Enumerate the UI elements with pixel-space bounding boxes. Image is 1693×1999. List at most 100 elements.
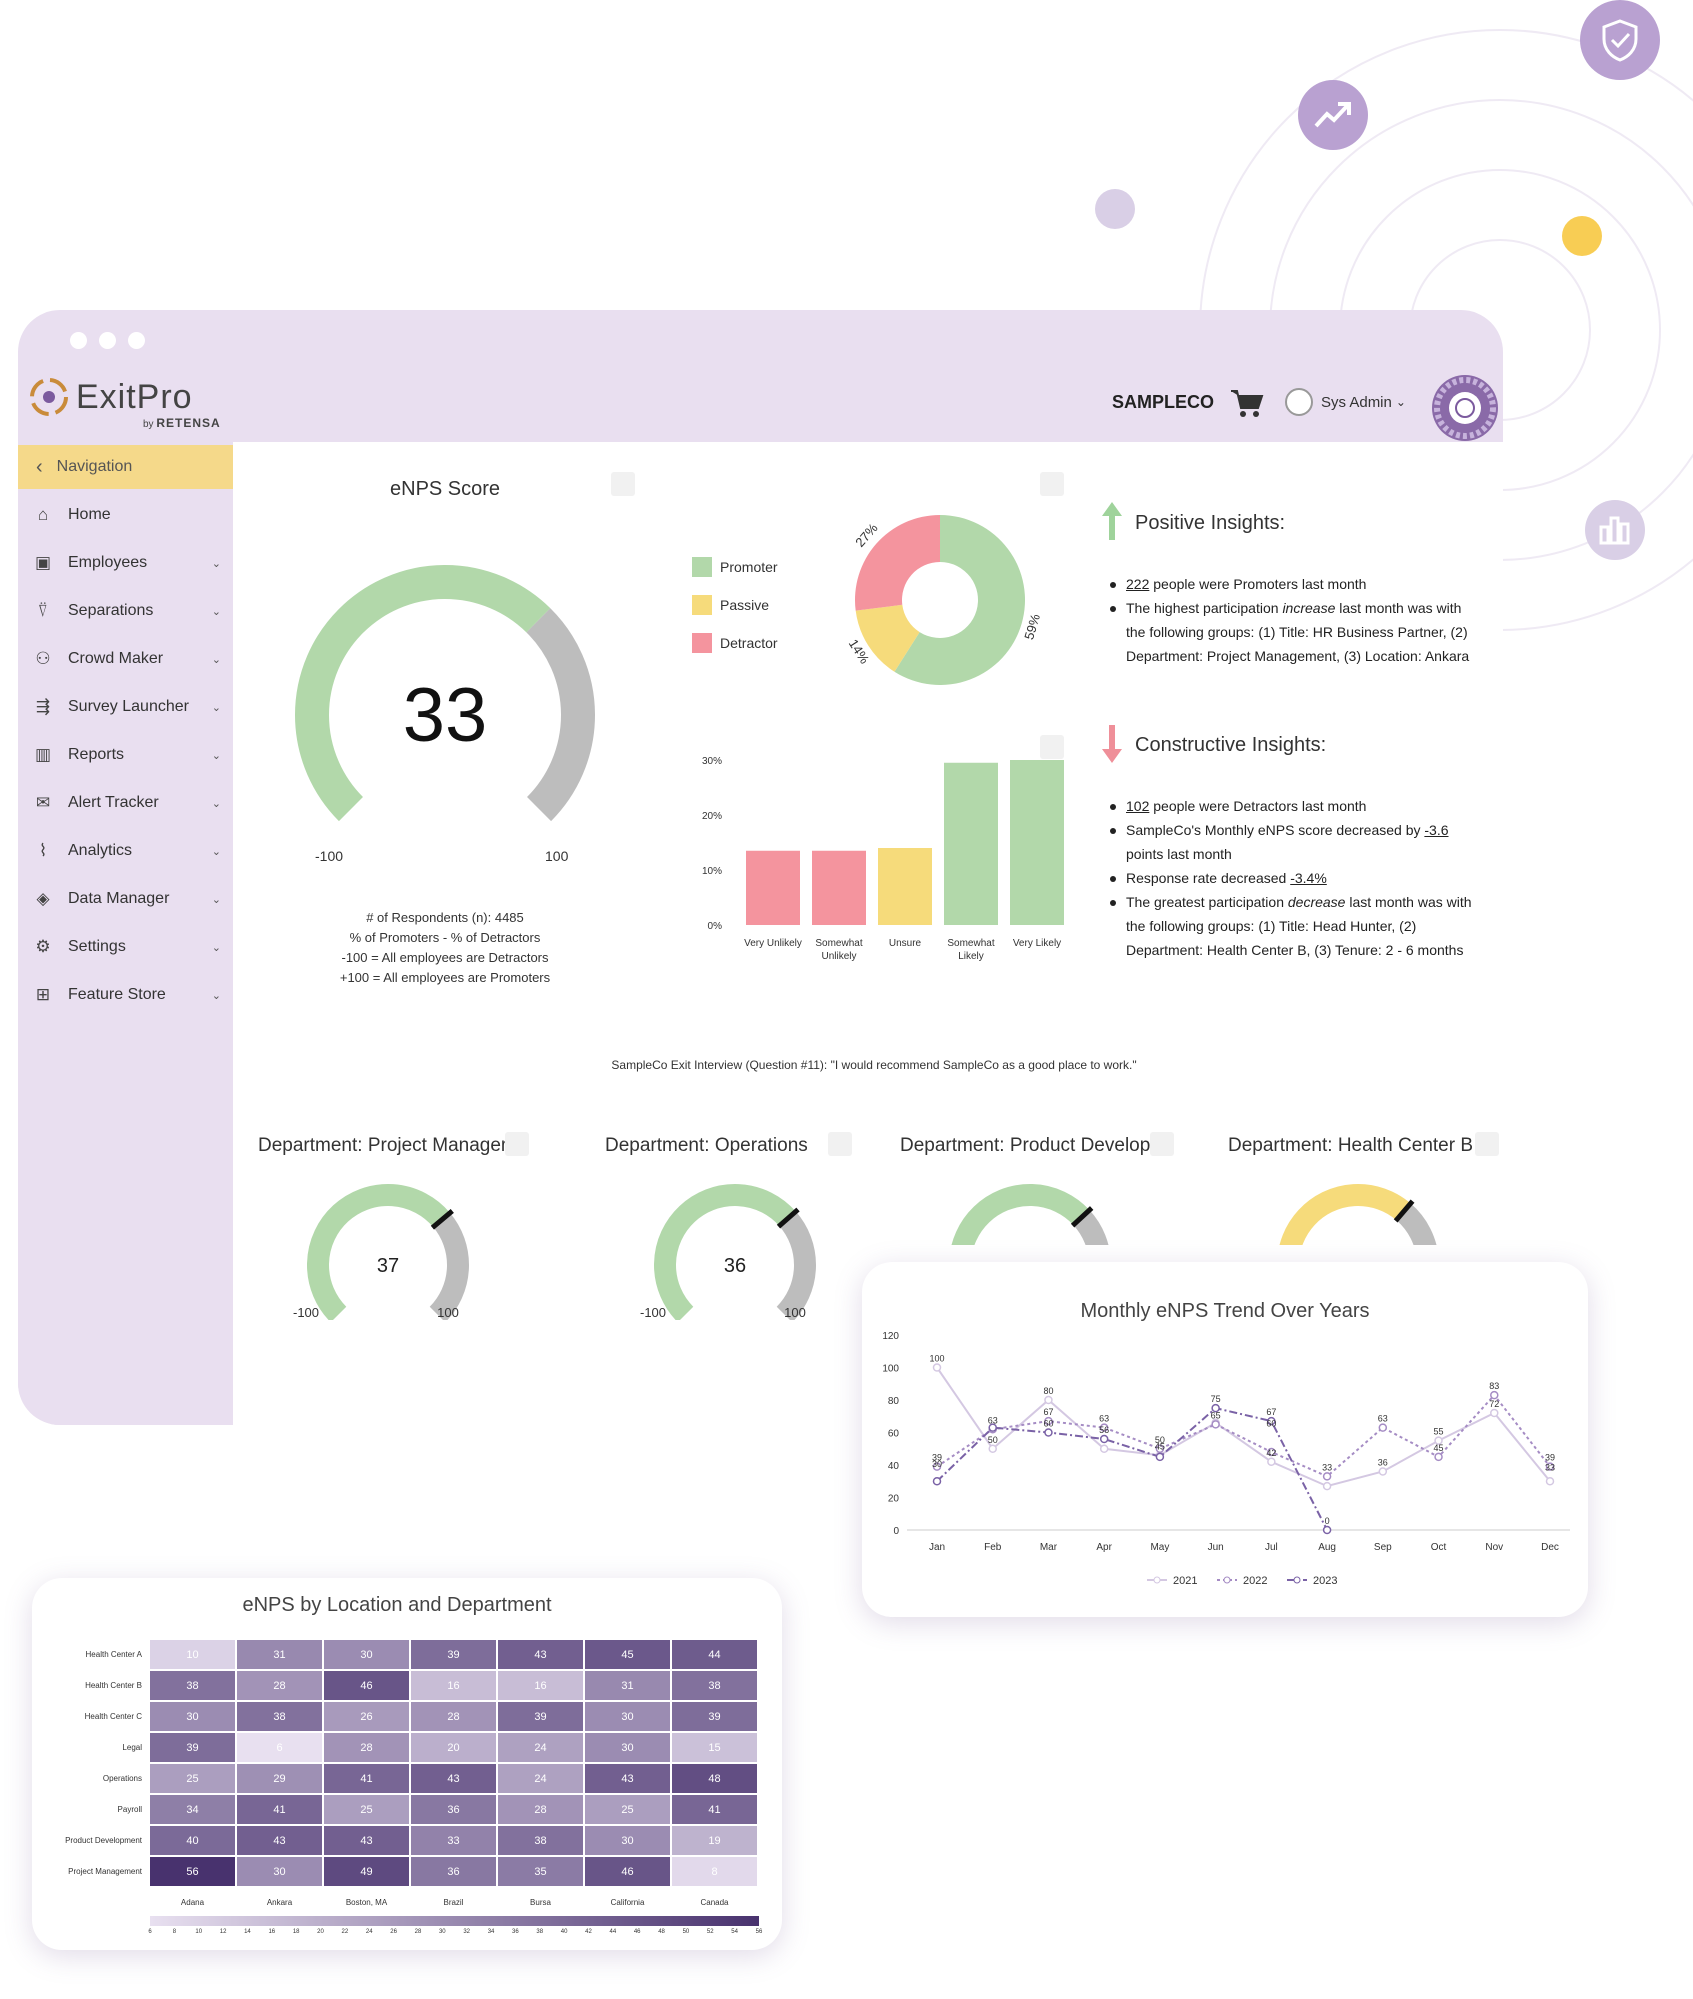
heatmap-cell[interactable]: 30 — [585, 1826, 670, 1855]
sidebar-item-separations[interactable]: ⍢ Separations ⌄ — [18, 588, 233, 634]
bar[interactable] — [812, 850, 866, 925]
heatmap-cell[interactable]: 16 — [498, 1671, 583, 1700]
data-point[interactable] — [1155, 1444, 1165, 1453]
data-point[interactable] — [1490, 1408, 1499, 1418]
bar[interactable] — [746, 850, 800, 925]
more-options-button[interactable] — [611, 472, 635, 496]
data-point[interactable] — [1099, 1434, 1109, 1444]
data-point[interactable] — [1378, 1467, 1388, 1476]
insight-link[interactable]: -3.4% — [1290, 870, 1327, 886]
heatmap-cell[interactable]: 15 — [672, 1733, 757, 1762]
heatmap-cell[interactable]: 41 — [237, 1795, 322, 1824]
heatmap-cell[interactable]: 30 — [150, 1702, 235, 1731]
heatmap-cell[interactable]: 43 — [237, 1826, 322, 1855]
data-point[interactable] — [1322, 1472, 1332, 1481]
donut-slice-detractor[interactable] — [855, 515, 940, 611]
heatmap-cell[interactable]: 43 — [585, 1764, 670, 1793]
sidebar-item-reports[interactable]: ▥ Reports ⌄ — [18, 732, 233, 778]
data-point[interactable] — [1267, 1447, 1276, 1457]
heatmap-cell[interactable]: 36 — [411, 1795, 496, 1824]
heatmap-cell[interactable]: 25 — [150, 1764, 235, 1793]
navigation-toggle[interactable]: ‹ Navigation — [18, 445, 233, 489]
more-options-button[interactable] — [1475, 1132, 1499, 1156]
data-point[interactable] — [1211, 1420, 1220, 1429]
app-logo[interactable]: ExitPro by RETENSA — [28, 376, 220, 430]
heatmap-cell[interactable]: 41 — [324, 1764, 409, 1793]
heatmap-cell[interactable]: 25 — [324, 1795, 409, 1824]
heatmap-cell[interactable]: 35 — [498, 1857, 583, 1886]
heatmap-cell[interactable]: 24 — [498, 1764, 583, 1793]
heatmap-cell[interactable]: 28 — [324, 1733, 409, 1762]
sidebar-item-survey-launcher[interactable]: ⇶ Survey Launcher ⌄ — [18, 684, 233, 730]
bar[interactable] — [944, 762, 998, 925]
data-point[interactable] — [1155, 1452, 1165, 1462]
heatmap-cell[interactable]: 38 — [672, 1671, 757, 1700]
more-options-button[interactable] — [505, 1132, 529, 1156]
heatmap-cell[interactable]: 31 — [585, 1671, 670, 1700]
donut-slice-passive[interactable] — [855, 604, 920, 672]
sidebar-item-crowd-maker[interactable]: ⚇ Crowd Maker ⌄ — [18, 636, 233, 682]
data-point[interactable] — [1267, 1416, 1276, 1426]
heatmap-cell[interactable]: 43 — [324, 1826, 409, 1855]
window-dot[interactable] — [70, 332, 87, 349]
heatmap-cell[interactable]: 33 — [411, 1826, 496, 1855]
heatmap-cell[interactable]: 19 — [672, 1826, 757, 1855]
heatmap-cell[interactable]: 48 — [672, 1764, 757, 1793]
heatmap-cell[interactable]: 10 — [150, 1640, 235, 1669]
data-point[interactable] — [1322, 1525, 1332, 1535]
data-point[interactable] — [1545, 1477, 1555, 1486]
cart-icon[interactable] — [1230, 388, 1264, 423]
heatmap-cell[interactable]: 36 — [411, 1857, 496, 1886]
heatmap-cell[interactable]: 49 — [324, 1857, 409, 1886]
heatmap-cell[interactable]: 34 — [150, 1795, 235, 1824]
heatmap-cell[interactable]: 39 — [498, 1702, 583, 1731]
sidebar-item-analytics[interactable]: ⌇ Analytics ⌄ — [18, 828, 233, 874]
heatmap-cell[interactable]: 30 — [585, 1733, 670, 1762]
heatmap-cell[interactable]: 56 — [150, 1857, 235, 1886]
data-point[interactable] — [1322, 1481, 1332, 1491]
data-point[interactable] — [932, 1462, 942, 1471]
data-point[interactable] — [1099, 1423, 1109, 1432]
heatmap-cell[interactable]: 45 — [585, 1640, 670, 1669]
heatmap-cell[interactable]: 25 — [585, 1795, 670, 1824]
sidebar-item-feature-store[interactable]: ⊞ Feature Store ⌄ — [18, 972, 233, 1018]
heatmap-cell[interactable]: 30 — [237, 1857, 322, 1886]
insight-link[interactable]: 102 — [1126, 798, 1150, 814]
heatmap-cell[interactable]: 46 — [324, 1671, 409, 1700]
heatmap-cell[interactable]: 41 — [672, 1795, 757, 1824]
heatmap-cell[interactable]: 38 — [150, 1671, 235, 1700]
bar[interactable] — [878, 848, 932, 925]
heatmap-cell[interactable]: 46 — [585, 1857, 670, 1886]
insight-link[interactable]: 222 — [1126, 576, 1150, 592]
heatmap-cell[interactable]: 39 — [411, 1640, 496, 1669]
insight-link[interactable]: -3.6 — [1424, 822, 1449, 838]
heatmap-cell[interactable]: 28 — [498, 1795, 583, 1824]
window-dot[interactable] — [99, 332, 116, 349]
heatmap-cell[interactable]: 8 — [672, 1857, 757, 1886]
data-point[interactable] — [1378, 1423, 1388, 1432]
heatmap-cell[interactable]: 43 — [498, 1640, 583, 1669]
heatmap-cell[interactable]: 28 — [237, 1671, 322, 1700]
window-dot[interactable] — [128, 332, 145, 349]
sidebar-item-alert-tracker[interactable]: ✉ Alert Tracker ⌄ — [18, 780, 233, 826]
heatmap-cell[interactable]: 43 — [411, 1764, 496, 1793]
data-point[interactable] — [932, 1363, 942, 1372]
heatmap-cell[interactable]: 30 — [585, 1702, 670, 1731]
data-point[interactable] — [1211, 1403, 1220, 1413]
sidebar-item-data-manager[interactable]: ◈ Data Manager ⌄ — [18, 876, 233, 922]
data-point[interactable] — [1434, 1436, 1443, 1445]
data-point[interactable] — [1434, 1452, 1443, 1462]
heatmap-cell[interactable]: 30 — [324, 1640, 409, 1669]
heatmap-cell[interactable]: 44 — [672, 1640, 757, 1669]
data-point[interactable] — [932, 1477, 942, 1486]
heatmap-cell[interactable]: 24 — [498, 1733, 583, 1762]
more-options-button[interactable] — [1040, 472, 1064, 496]
heatmap-cell[interactable]: 40 — [150, 1826, 235, 1855]
data-point[interactable] — [1044, 1428, 1053, 1437]
heatmap-cell[interactable]: 29 — [237, 1764, 322, 1793]
data-point[interactable] — [988, 1444, 997, 1453]
heatmap-cell[interactable]: 28 — [411, 1702, 496, 1731]
user-menu[interactable]: Sys Admin ⌄ — [1285, 388, 1406, 416]
data-point[interactable] — [1267, 1457, 1276, 1466]
data-point[interactable] — [1099, 1444, 1109, 1453]
